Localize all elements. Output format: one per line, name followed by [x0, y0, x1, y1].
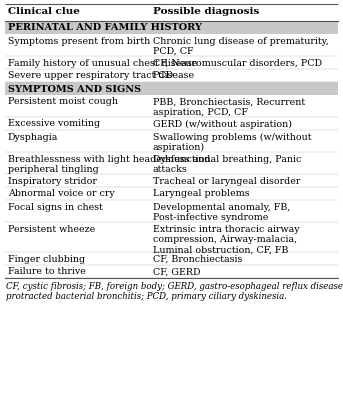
Text: Persistent wheeze: Persistent wheeze	[8, 224, 95, 234]
Text: CF, GERD: CF, GERD	[153, 268, 200, 276]
Text: GERD (w/without aspiration): GERD (w/without aspiration)	[153, 120, 292, 129]
Text: Laryngeal problems: Laryngeal problems	[153, 190, 249, 198]
Text: Extrinsic intra thoracic airway
compression, Airway-malacia,
Luminal obstruction: Extrinsic intra thoracic airway compress…	[153, 224, 299, 254]
Text: Dysfunctional breathing, Panic
attacks: Dysfunctional breathing, Panic attacks	[153, 154, 301, 174]
Text: SYMPTOMS AND SIGNS: SYMPTOMS AND SIGNS	[8, 84, 141, 94]
Text: Failure to thrive: Failure to thrive	[8, 268, 86, 276]
Text: Tracheal or laryngeal disorder: Tracheal or laryngeal disorder	[153, 176, 300, 186]
Text: Severe upper respiratory tract disease: Severe upper respiratory tract disease	[8, 72, 194, 80]
Bar	[5, 21, 338, 34]
Text: Possible diagnosis: Possible diagnosis	[153, 7, 259, 16]
Text: CF, Bronchiectasis: CF, Bronchiectasis	[153, 254, 242, 264]
Text: Inspiratory stridor: Inspiratory stridor	[8, 176, 97, 186]
Text: PERINATAL AND FAMILY HISTORY: PERINATAL AND FAMILY HISTORY	[8, 24, 202, 32]
Text: Finger clubbing: Finger clubbing	[8, 254, 85, 264]
Text: Persistent moist cough: Persistent moist cough	[8, 98, 118, 106]
Text: CF, Neuromuscular disorders, PCD: CF, Neuromuscular disorders, PCD	[153, 58, 322, 68]
Text: Chronic lung disease of prematurity,
PCD, CF: Chronic lung disease of prematurity, PCD…	[153, 36, 329, 56]
Text: Developmental anomaly, FB,
Post-infective syndrome: Developmental anomaly, FB, Post-infectiv…	[153, 202, 290, 222]
Text: PCD: PCD	[153, 72, 174, 80]
Text: CF, cystic fibrosis; FB, foreign body; GERD, gastro-esophageal reflux disease; P: CF, cystic fibrosis; FB, foreign body; G…	[6, 282, 343, 302]
Text: Breathlessness with light headedness and
peripheral tingling: Breathlessness with light headedness and…	[8, 154, 210, 174]
Text: PBB, Bronchiectasis, Recurrent
aspiration, PCD, CF: PBB, Bronchiectasis, Recurrent aspiratio…	[153, 98, 305, 117]
Text: Abnormal voice or cry: Abnormal voice or cry	[8, 190, 115, 198]
Text: Symptoms present from birth: Symptoms present from birth	[8, 36, 150, 46]
Text: Swallowing problems (w/without
aspiration): Swallowing problems (w/without aspiratio…	[153, 132, 311, 152]
Text: Excessive vomiting: Excessive vomiting	[8, 120, 100, 128]
Bar	[5, 82, 338, 95]
Text: Dysphagia: Dysphagia	[8, 132, 58, 142]
Text: Family history of unusual chest disease: Family history of unusual chest disease	[8, 58, 197, 68]
Text: Clinical clue: Clinical clue	[8, 7, 80, 16]
Text: Focal signs in chest: Focal signs in chest	[8, 202, 103, 212]
